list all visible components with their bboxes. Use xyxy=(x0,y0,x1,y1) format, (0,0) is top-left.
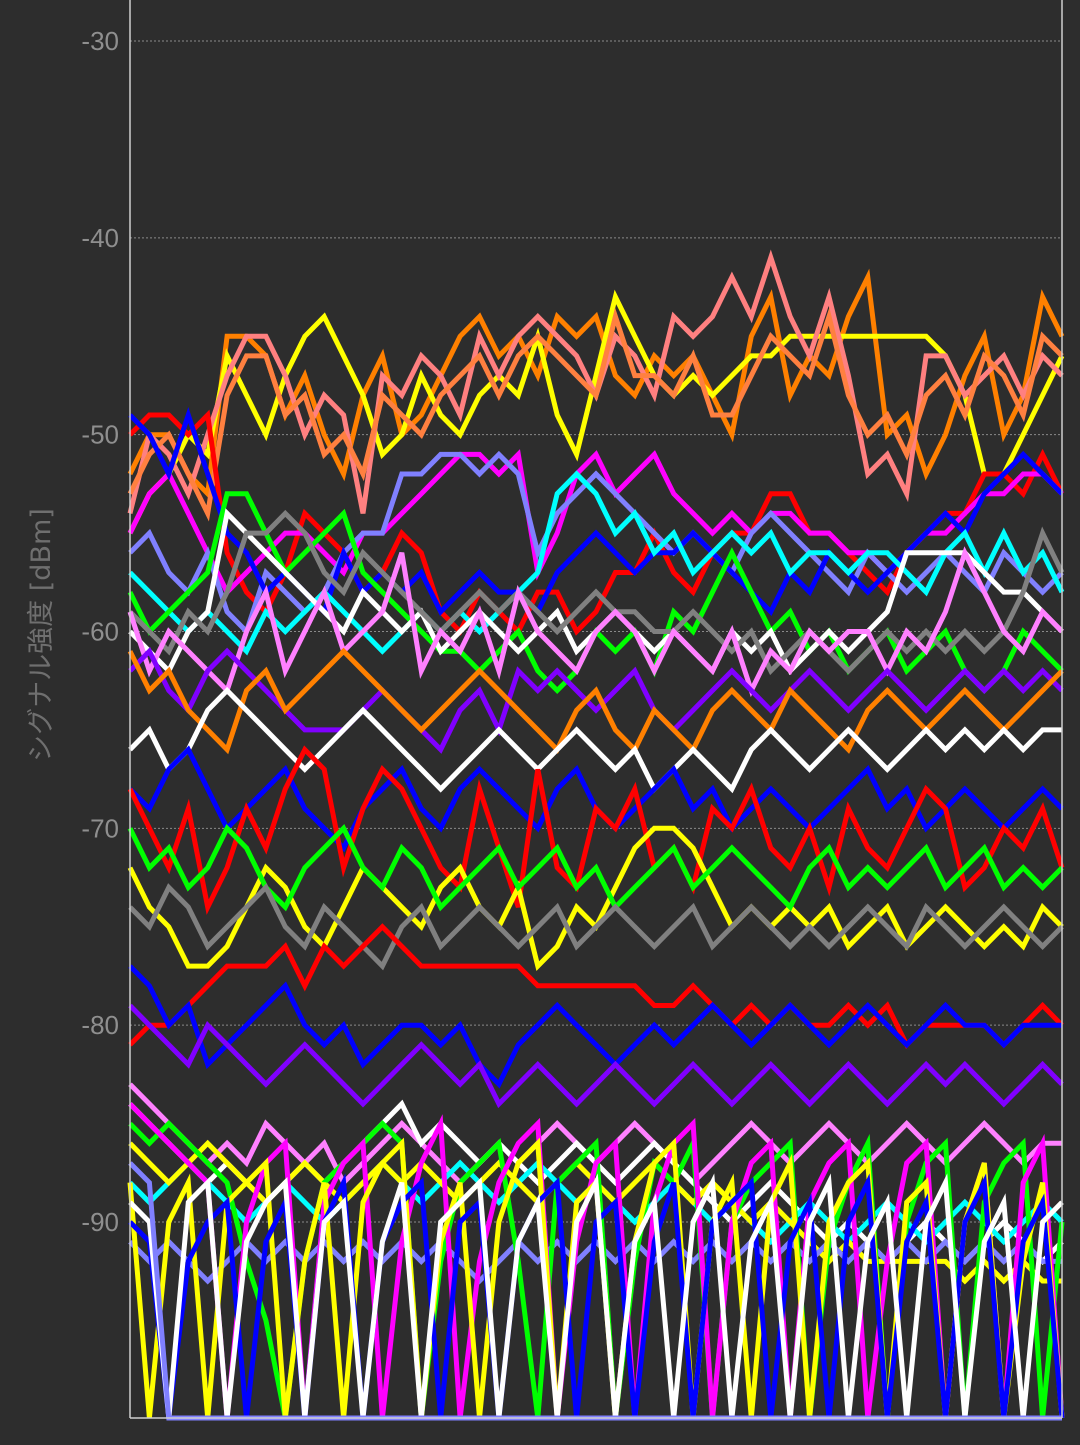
y-tick-label: -50 xyxy=(81,420,119,450)
series-line xyxy=(128,470,1065,656)
series-line xyxy=(128,450,1064,637)
series-line xyxy=(127,647,1064,755)
y-tick-label: -80 xyxy=(81,1010,119,1040)
series-line xyxy=(128,883,1064,971)
series-line xyxy=(128,509,1065,676)
series-line xyxy=(127,745,1065,915)
y-tick-labels: -30 -40 -50 -60 -70 -80 -90 xyxy=(81,26,119,1237)
axes xyxy=(129,0,1063,1419)
y-tick-label: -70 xyxy=(81,813,119,843)
y-axis-title: シグナル強度 [dBm] xyxy=(26,508,57,762)
y-tick-label: -40 xyxy=(81,223,119,253)
series-line xyxy=(127,307,1064,522)
series-line xyxy=(127,546,1064,698)
y-tick-label: -30 xyxy=(81,26,119,56)
series-line xyxy=(128,1003,1064,1109)
y-tick-label: -60 xyxy=(81,617,119,647)
series-line xyxy=(128,964,1062,1089)
series-line xyxy=(128,1102,1065,1419)
series-line xyxy=(128,686,1062,794)
y-tick-label: -90 xyxy=(81,1207,119,1237)
series-line xyxy=(127,824,1064,912)
